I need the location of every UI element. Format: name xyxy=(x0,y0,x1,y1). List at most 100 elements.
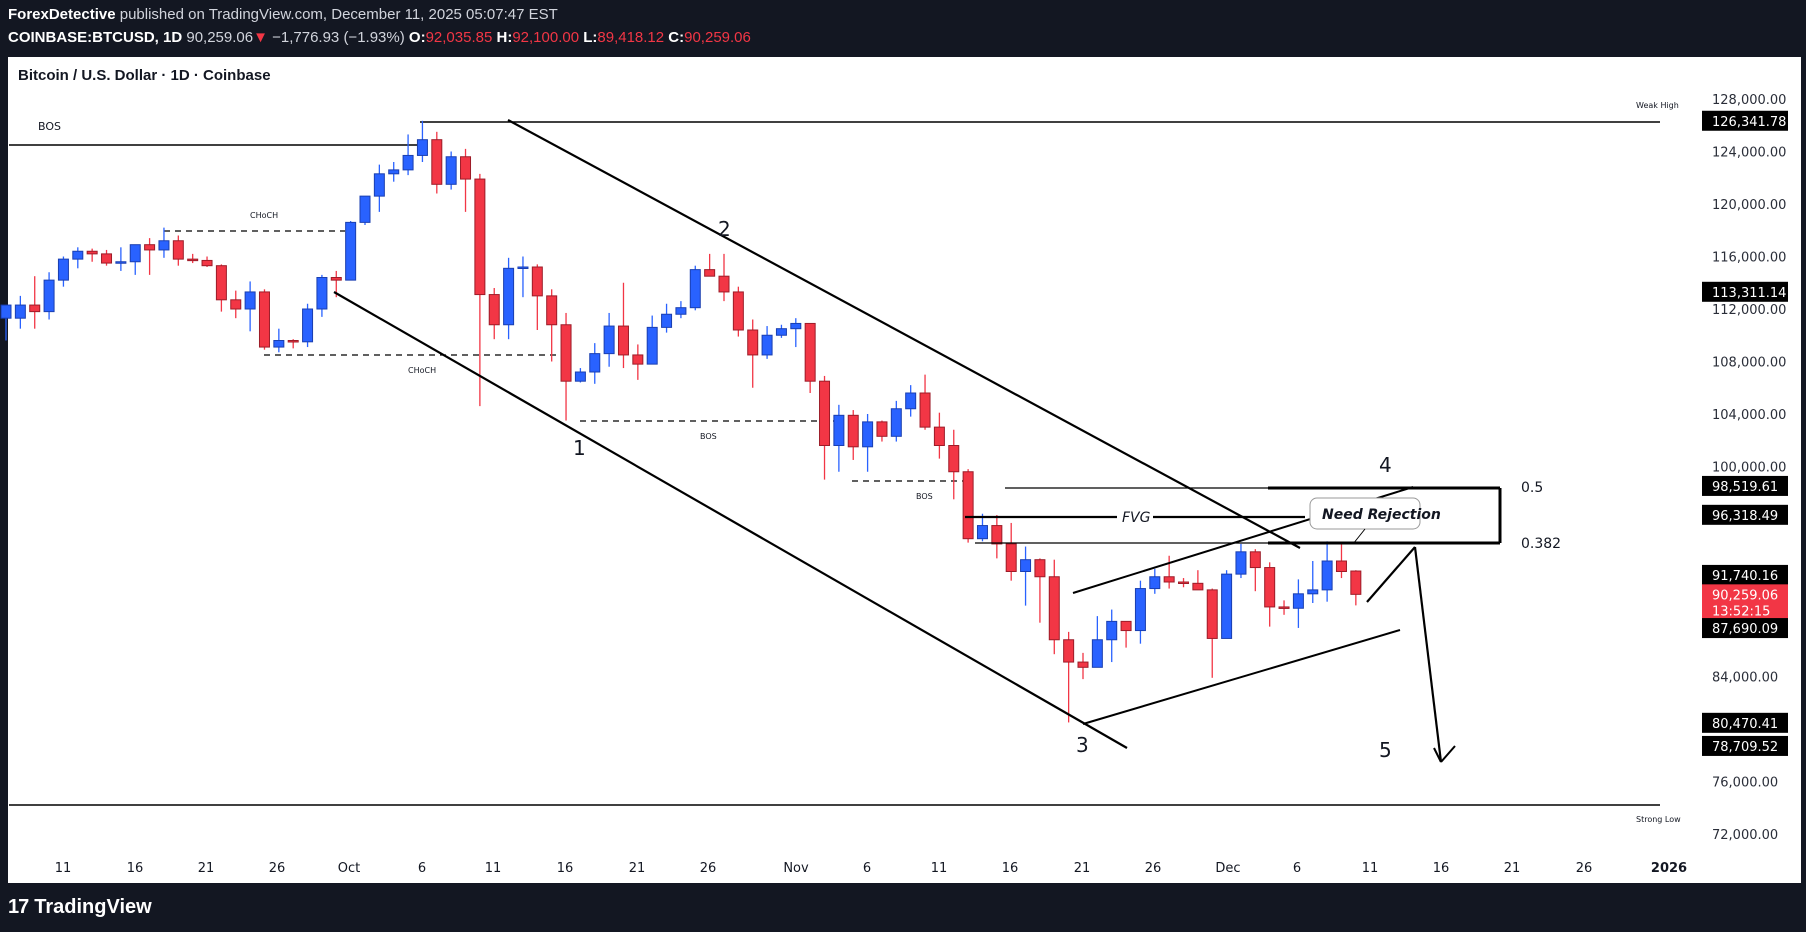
candle-body[interactable] xyxy=(574,371,586,382)
candle-body[interactable] xyxy=(747,329,759,356)
candle-body[interactable] xyxy=(402,154,414,171)
candle-body[interactable] xyxy=(1307,589,1319,595)
candle-body[interactable] xyxy=(215,265,227,301)
candle-body[interactable] xyxy=(345,221,357,281)
candle-body[interactable] xyxy=(1335,560,1347,572)
candle-body[interactable] xyxy=(632,354,644,365)
candle-body[interactable] xyxy=(962,471,974,540)
candle-body[interactable] xyxy=(0,304,12,319)
candle-body[interactable] xyxy=(172,240,184,260)
candle-body[interactable] xyxy=(704,269,716,277)
candle-body[interactable] xyxy=(445,156,457,185)
candle-body[interactable] xyxy=(1292,593,1304,609)
candle-body[interactable] xyxy=(57,258,69,281)
candle-body[interactable] xyxy=(847,414,859,448)
candle-body[interactable] xyxy=(273,340,285,348)
candle-body[interactable] xyxy=(244,291,256,310)
candle-body[interactable] xyxy=(1264,567,1276,608)
candle-body[interactable] xyxy=(1106,620,1118,641)
candle-body[interactable] xyxy=(732,291,744,331)
candle-body[interactable] xyxy=(373,173,385,197)
candle-body[interactable] xyxy=(1321,560,1333,591)
tradingview-brand[interactable]: 17 TradingView xyxy=(8,896,152,919)
candle-body[interactable] xyxy=(1034,559,1046,578)
candle-body[interactable] xyxy=(1178,581,1190,584)
candle-body[interactable] xyxy=(1120,620,1132,632)
candle-body[interactable] xyxy=(115,261,127,264)
candle-body[interactable] xyxy=(804,322,816,382)
candle-body[interactable] xyxy=(1020,559,1032,572)
candle-body[interactable] xyxy=(1206,589,1218,639)
candle-body[interactable] xyxy=(316,277,328,310)
candle-body[interactable] xyxy=(101,253,113,264)
candle-body[interactable] xyxy=(1192,582,1204,591)
candle-body[interactable] xyxy=(1249,551,1261,569)
candle-body[interactable] xyxy=(876,421,888,437)
candle-body[interactable] xyxy=(416,139,428,156)
candle-body[interactable] xyxy=(661,313,673,328)
candle-body[interactable] xyxy=(72,250,84,260)
candle-body[interactable] xyxy=(1235,551,1247,575)
candle-body[interactable] xyxy=(86,250,98,255)
candle-body[interactable] xyxy=(1048,576,1060,641)
candle-body[interactable] xyxy=(531,266,543,297)
candle-body[interactable] xyxy=(1149,576,1161,590)
candle-body[interactable] xyxy=(287,340,299,343)
candle-body[interactable] xyxy=(890,408,902,437)
candle-body[interactable] xyxy=(1005,543,1017,572)
candle-body[interactable] xyxy=(258,291,270,348)
candle-body[interactable] xyxy=(1278,606,1290,609)
candle-body[interactable] xyxy=(646,326,658,365)
candle-body[interactable] xyxy=(144,244,156,251)
candle-body[interactable] xyxy=(603,325,615,355)
candle-body[interactable] xyxy=(359,195,371,223)
candle-body[interactable] xyxy=(14,304,26,319)
candle-body[interactable] xyxy=(187,258,199,262)
candle-body[interactable] xyxy=(302,308,314,343)
candle-body[interactable] xyxy=(919,392,931,428)
candle-body[interactable] xyxy=(948,445,960,473)
candle-body[interactable] xyxy=(29,304,41,313)
candle-body[interactable] xyxy=(1077,661,1089,668)
candle-body[interactable] xyxy=(689,269,701,309)
candle-body[interactable] xyxy=(129,244,141,263)
candle-body[interactable] xyxy=(790,322,802,330)
candle-body[interactable] xyxy=(1063,639,1075,663)
candle-body[interactable] xyxy=(488,294,500,326)
candle-body[interactable] xyxy=(517,266,529,269)
candle-body[interactable] xyxy=(201,259,213,267)
candle-body[interactable] xyxy=(775,328,787,336)
candle-body[interactable] xyxy=(617,325,629,356)
candle-body[interactable] xyxy=(761,334,773,356)
candle-body[interactable] xyxy=(431,139,443,185)
candle-body[interactable] xyxy=(1134,588,1146,632)
candle-body[interactable] xyxy=(1091,639,1103,668)
candle-body[interactable] xyxy=(905,392,917,410)
candle-body[interactable] xyxy=(503,267,515,326)
candle-body[interactable] xyxy=(43,279,55,313)
candle-body[interactable] xyxy=(1350,570,1362,595)
candle-body[interactable] xyxy=(158,240,170,251)
candle-body[interactable] xyxy=(589,353,601,373)
candle-body[interactable] xyxy=(1221,573,1233,639)
candle-body[interactable] xyxy=(230,299,242,310)
candle-body[interactable] xyxy=(330,277,342,281)
candle-body[interactable] xyxy=(546,295,558,326)
chart-panel[interactable] xyxy=(8,57,1801,883)
candle-body[interactable] xyxy=(862,421,874,448)
choch-label-1: CHoCH xyxy=(250,211,278,220)
candle-body[interactable] xyxy=(933,426,945,446)
candle-body[interactable] xyxy=(560,324,572,382)
candle-body[interactable] xyxy=(675,307,687,315)
candle-body[interactable] xyxy=(833,414,845,446)
candle-body[interactable] xyxy=(976,525,988,540)
candle-body[interactable] xyxy=(474,178,486,296)
candle-body[interactable] xyxy=(1163,576,1175,583)
candle-body[interactable] xyxy=(460,156,472,180)
candle-body[interactable] xyxy=(819,380,831,446)
author-name[interactable]: ForexDetective xyxy=(8,6,116,23)
candle-body[interactable] xyxy=(991,525,1003,545)
candle-body[interactable] xyxy=(388,169,400,175)
candle-body[interactable] xyxy=(718,275,730,293)
